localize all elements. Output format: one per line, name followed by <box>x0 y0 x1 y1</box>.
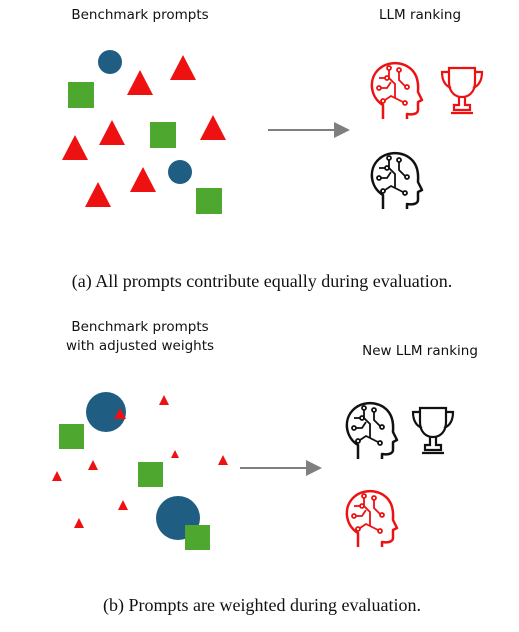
llm-icon <box>345 401 399 461</box>
caption: (a) All prompts contribute equally durin… <box>72 271 452 292</box>
prompt-shapes <box>62 50 226 214</box>
trophy-icon <box>440 66 484 115</box>
llm-icon <box>370 61 424 121</box>
trophy-icon <box>411 406 455 455</box>
prompts-title: Benchmark prompts <box>71 7 208 23</box>
prompt-shapes <box>52 392 228 550</box>
prompts-title: Benchmark prompts <box>71 319 208 335</box>
llm-icon <box>345 489 399 549</box>
ranking-title: LLM ranking <box>379 7 461 23</box>
caption: (b) Prompts are weighted during evaluati… <box>103 595 421 616</box>
llm-icon <box>370 151 424 211</box>
ranking-title: New LLM ranking <box>362 343 478 359</box>
prompts-title: with adjusted weights <box>66 338 214 354</box>
